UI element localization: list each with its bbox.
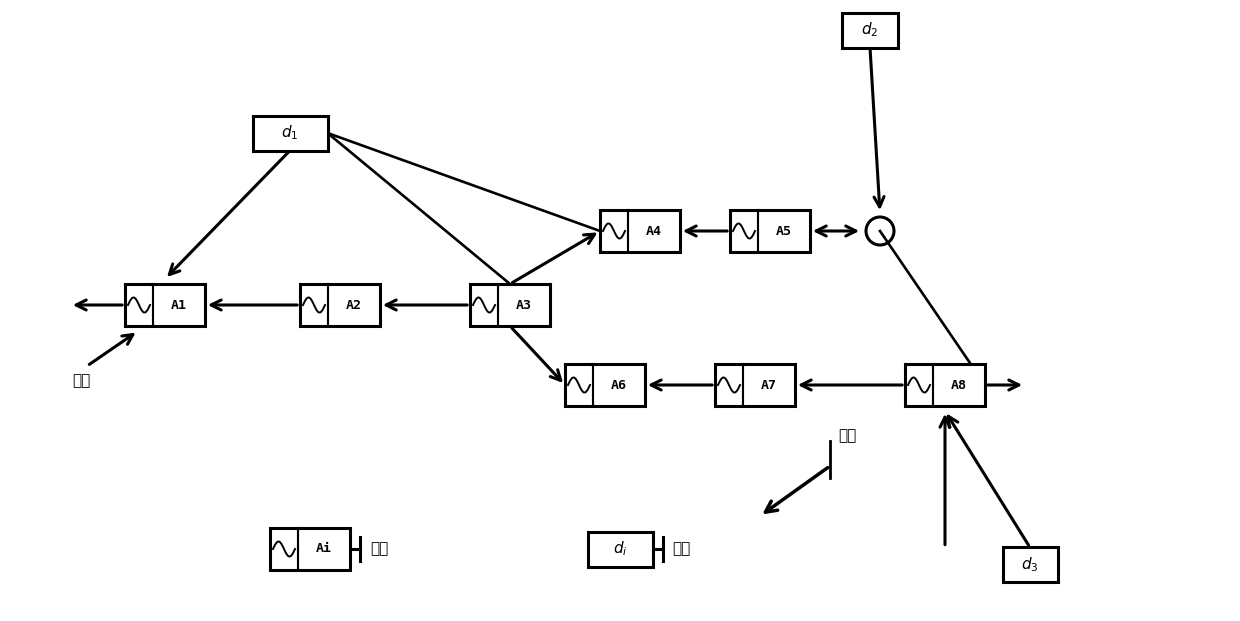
- Bar: [270, 528, 350, 570]
- Text: 激励: 激励: [838, 428, 857, 443]
- Bar: [588, 532, 652, 566]
- Bar: [125, 284, 205, 326]
- Bar: [600, 210, 680, 252]
- Text: A1: A1: [171, 299, 187, 312]
- Text: A3: A3: [516, 299, 532, 312]
- Text: A4: A4: [646, 225, 662, 237]
- Text: $d_1$: $d_1$: [281, 124, 299, 142]
- Bar: [715, 364, 795, 406]
- Bar: [253, 116, 327, 150]
- Text: $d_3$: $d_3$: [1022, 556, 1039, 574]
- Text: A7: A7: [761, 379, 777, 391]
- Bar: [842, 12, 898, 47]
- Text: $d_i$: $d_i$: [613, 540, 627, 558]
- Text: 节点: 节点: [72, 373, 91, 389]
- Text: $d_2$: $d_2$: [862, 20, 879, 39]
- Bar: [470, 284, 551, 326]
- Text: A6: A6: [611, 379, 627, 391]
- Bar: [730, 210, 810, 252]
- Text: 节点: 节点: [370, 542, 388, 556]
- Text: Ai: Ai: [316, 543, 332, 556]
- Bar: [905, 364, 985, 406]
- Bar: [1002, 548, 1058, 582]
- Text: 测点: 测点: [672, 542, 691, 556]
- Text: A5: A5: [776, 225, 792, 237]
- Text: A2: A2: [346, 299, 362, 312]
- Bar: [565, 364, 645, 406]
- Text: A8: A8: [951, 379, 967, 391]
- Bar: [300, 284, 379, 326]
